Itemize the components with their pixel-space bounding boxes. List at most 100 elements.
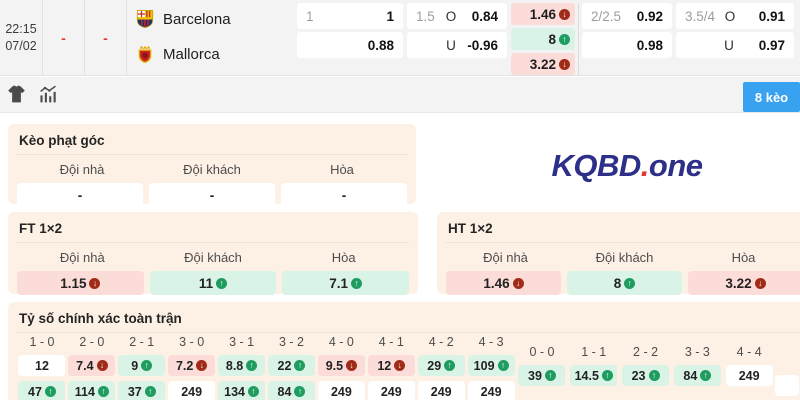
score-odds-cell[interactable]: 109 ↑ (467, 355, 515, 376)
trend-down-icon: ↓ (196, 360, 208, 371)
score-odds-cell[interactable]: 9.5 ↓ (317, 355, 365, 376)
score-label: 4 - 1 (378, 335, 404, 349)
score-odds-cell[interactable]: 249 (317, 381, 365, 400)
total-2nd-over-cell[interactable]: 3.5/4 O 0.91 (676, 3, 794, 29)
score-label: 2 - 0 (79, 335, 105, 349)
score-odds-cell[interactable]: 249 (467, 381, 515, 400)
corner-odds-panel: Kèo phạt góc Đội nhà Đội khách Hòa - - - (8, 124, 416, 207)
toolbar: 8 kèo (0, 77, 800, 113)
header-away: Đội khách (595, 250, 654, 265)
total-ft-under-cell[interactable]: U -0.96 (407, 32, 507, 58)
ht-away-odds-cell[interactable]: 8 ↑ (567, 271, 682, 295)
trend-up-icon: ↑ (44, 386, 56, 397)
trend-down-icon: ↓ (89, 277, 101, 289)
trend-down-icon: ↓ (559, 58, 570, 70)
ht-draw-odds-cell[interactable]: 3.22 ↓ (688, 271, 800, 295)
score-odds-cell-partial[interactable] (775, 375, 800, 396)
stats-chart-icon[interactable] (38, 84, 59, 105)
score-label: 4 - 3 (478, 335, 504, 349)
score-column: 0 - 0 39 ↑ (516, 345, 568, 400)
corner-away-cell[interactable]: - (149, 183, 275, 207)
total-ft-over-cell[interactable]: 1.5 O 0.84 (407, 3, 507, 29)
odds-1x2-draw-cell[interactable]: 3.22 ↓ (511, 53, 575, 75)
score-odds-cell[interactable]: 249 (367, 381, 415, 400)
header-home: Đội nhà (59, 162, 105, 177)
ft-home-odds-cell[interactable]: 1.15 ↓ (17, 271, 144, 295)
score-odds-cell[interactable]: 7.2 ↓ (168, 355, 216, 376)
score-odds-cell[interactable]: 134 ↑ (218, 381, 266, 400)
odds-columns: 1 1 0.88 1.5 O 0.84 U -0.96 (297, 0, 800, 76)
ft-away-odds-cell[interactable]: 11 ↑ (149, 271, 277, 295)
home-team-name: Barcelona (163, 10, 231, 28)
odds-count-button[interactable]: 8 kèo (743, 82, 800, 112)
corner-draw-cell[interactable]: - (281, 183, 407, 207)
score-column: 3 - 3 84 ↑ (671, 345, 723, 400)
handicap-2nd-home-cell[interactable]: 2/2.5 0.92 (582, 3, 672, 29)
odds-1x2-home-cell[interactable]: 1.46 ↓ (511, 3, 575, 25)
score-odds-cell[interactable]: 249 (417, 381, 465, 400)
match-row: 22:15 07/02 - - Barcelona (0, 0, 800, 76)
score-column: 2 - 0 7.4 ↓ 114 ↑ (67, 335, 117, 400)
score-odds-cell[interactable]: 8.8 ↑ (218, 355, 266, 376)
header-away: Đội khách (184, 250, 242, 265)
home-team-row[interactable]: Barcelona (136, 7, 297, 31)
handicap-ft-home-cell[interactable]: 1 1 (297, 3, 403, 29)
away-team-row[interactable]: Mallorca (136, 42, 297, 66)
handicap-ft-column: 1 1 0.88 (297, 3, 403, 75)
ht-1x2-cells: 1.46 ↓ 8 ↑ 3.22 ↓ (446, 271, 800, 295)
odds-1x2-away-cell[interactable]: 8 ↑ (511, 28, 575, 50)
score-column: 2 - 1 9 ↑ 37 ↑ (117, 335, 167, 400)
trend-up-icon: ↑ (351, 277, 363, 289)
score-odds-cell[interactable]: 249 (168, 381, 216, 400)
score-odds-cell[interactable]: 84 ↑ (267, 381, 315, 400)
header-draw: Hòa (330, 162, 354, 177)
score-column: 4 - 4 249 (723, 345, 775, 400)
home-score: - (43, 0, 85, 75)
handicap-ft-away-cell[interactable]: 0.88 (297, 32, 403, 58)
handicap-away-odds: 0.98 (636, 37, 663, 53)
score-odds-cell[interactable]: 39 ↑ (518, 365, 566, 386)
score-odds-cell[interactable]: 249 (725, 365, 773, 386)
header-draw: Hòa (731, 250, 756, 265)
trend-up-icon: ↑ (246, 360, 258, 371)
kickoff-time: 22:15 (5, 22, 37, 36)
ft-draw-odds-cell[interactable]: 7.1 ↑ (282, 271, 410, 295)
handicap-home-odds: 0.92 (636, 8, 663, 24)
score-odds-cell[interactable]: 22 ↑ (267, 355, 315, 376)
total-ft-column: 1.5 O 0.84 U -0.96 (407, 3, 507, 75)
score-odds-cell[interactable]: 37 ↑ (118, 381, 166, 400)
score-odds-cell[interactable]: 23 ↑ (622, 365, 670, 386)
score-odds-cell[interactable]: 7.4 ↓ (68, 355, 116, 376)
ht-home-odds-cell[interactable]: 1.46 ↓ (446, 271, 561, 295)
match-time: 22:15 07/02 (0, 0, 43, 75)
header-home: Đội nhà (59, 250, 105, 265)
trend-up-icon: ↑ (294, 360, 306, 371)
score-odds-cell[interactable]: 14.5 ↑ (570, 365, 618, 386)
handicap-line: 1 (306, 8, 314, 24)
one-x-two-column: 1.46 ↓ 8 ↑ 3.22 ↓ (511, 3, 575, 75)
corner-home-cell[interactable]: - (17, 183, 143, 207)
score-odds-cell[interactable]: 29 ↑ (417, 355, 465, 376)
handicap-2nd-column: 2/2.5 0.92 0.98 (582, 3, 672, 75)
trend-up-icon: ↑ (444, 360, 456, 371)
under-label: U (724, 37, 734, 53)
handicap-2nd-away-cell[interactable]: 0.98 (582, 32, 672, 58)
site-watermark: KQBD.one (542, 148, 712, 184)
trend-down-icon: ↓ (754, 277, 766, 289)
corner-odds-cells: - - - (17, 183, 407, 207)
ht-1x2-title: HT 1×2 (446, 219, 800, 243)
ft-1x2-panel: FT 1×2 Đội nhà Đội khách Hòa 1.15 ↓ 11 ↑ 7… (8, 212, 418, 295)
score-odds-cell[interactable]: 84 ↑ (673, 365, 721, 386)
score-odds-cell[interactable]: 12 (18, 355, 66, 376)
over-label: O (445, 8, 457, 24)
total-2nd-under-cell[interactable]: U 0.97 (676, 32, 794, 58)
mallorca-crest-icon (138, 45, 152, 63)
jersey-icon[interactable] (6, 84, 27, 105)
barcelona-crest-icon (136, 10, 154, 28)
score-column: 2 - 2 23 ↑ (620, 345, 672, 400)
corner-odds-headers: Đội nhà Đội khách Hòa (17, 162, 407, 177)
score-odds-cell[interactable]: 114 ↑ (68, 381, 116, 400)
score-odds-cell[interactable]: 47 ↑ (18, 381, 66, 400)
score-odds-cell[interactable]: 9 ↑ (118, 355, 166, 376)
score-odds-cell[interactable]: 12 ↓ (367, 355, 415, 376)
